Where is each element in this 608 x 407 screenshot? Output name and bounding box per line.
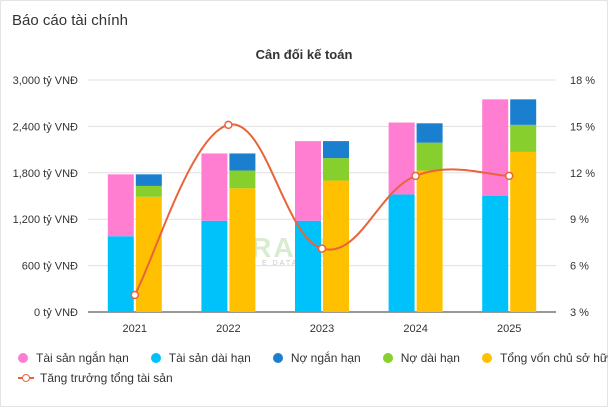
legend: Tài sản ngắn hạn Tài sản dài hạn Nợ ngắn…: [18, 348, 608, 388]
legend-item-tong-von-chu-so-huu[interactable]: Tổng vốn chủ sở hữu: [481, 351, 608, 365]
chart-title: Cân đối kế toán: [255, 47, 353, 62]
growth-point-2022: [224, 120, 233, 130]
legend-label: Tài sản ngắn hạn: [36, 351, 129, 365]
x-tick-label: 2025: [497, 323, 521, 335]
bar-tong-von-chu-so-huu-2022: [229, 188, 256, 312]
x-tick-label: 2021: [123, 323, 147, 335]
bar-tai-san-dai-han-2023: [295, 220, 321, 312]
bar-no-ngan-han-2025: [510, 99, 537, 125]
y-left-tick-label: 3,000 tỷ VNĐ: [13, 75, 78, 87]
y-right-tick-label: 12 %: [570, 168, 595, 180]
legend-dot-no-ngan-han: [272, 353, 283, 363]
legend-row-1: Tài sản ngắn hạn Tài sản dài hạn Nợ ngắn…: [18, 348, 608, 368]
bar-no-ngan-han-2023: [323, 141, 349, 159]
y-right-tick-label: 6 %: [570, 261, 589, 273]
bar-tong-von-chu-so-huu-2024: [416, 170, 443, 312]
y-left-tick-label: 1,200 tỷ VNĐ: [13, 214, 78, 226]
bar-no-ngan-han-2021: [135, 174, 162, 186]
growth-line: [133, 123, 510, 296]
bar-tai-san-ngan-han-2023: [295, 141, 321, 221]
legend-label: Tổng vốn chủ sở hữu: [499, 351, 608, 365]
x-tick-label: 2024: [403, 323, 427, 335]
bar-no-dai-han-2024: [416, 142, 443, 171]
bar-tai-san-ngan-han-2022: [201, 153, 228, 221]
legend-item-tai-san-ngan-han[interactable]: Tài sản ngắn hạn: [18, 351, 129, 365]
legend-item-tai-san-dai-han[interactable]: Tài sản dài hạn: [150, 351, 251, 365]
legend-dot-no-dai-han: [382, 353, 393, 363]
bar-no-ngan-han-2022: [229, 153, 256, 171]
bar-tai-san-dai-han-2022: [201, 220, 228, 312]
y-left-tick-label: 600 tỷ VNĐ: [22, 261, 78, 273]
y-right-tick-label: 15 %: [570, 121, 595, 133]
bar-no-dai-han-2025: [510, 124, 537, 152]
growth-point-2024: [411, 171, 420, 181]
bar-tai-san-ngan-han-2024: [388, 122, 415, 195]
y-left-tick-label: 0 tỷ VNĐ: [34, 307, 78, 319]
bar-tai-san-dai-han-2021: [107, 236, 134, 312]
y-right-tick-label: 18 %: [570, 75, 595, 87]
page-title: Báo cáo tài chính: [12, 12, 128, 29]
y-left-tick-label: 1,800 tỷ VNĐ: [13, 168, 78, 180]
legend-item-no-dai-han[interactable]: Nợ dài hạn: [382, 351, 460, 365]
legend-dot-tai-san-dai-han: [150, 353, 161, 363]
y-right-tick-label: 3 %: [570, 307, 589, 319]
bar-no-ngan-han-2024: [416, 123, 443, 143]
bar-tong-von-chu-so-huu-2021: [135, 196, 162, 312]
growth-point-2025: [504, 171, 514, 181]
growth-point-2023: [317, 244, 327, 253]
legend-line-swatch: [18, 373, 34, 383]
x-tick-label: 2022: [216, 323, 240, 335]
bar-no-dai-han-2021: [135, 185, 162, 197]
legend-row-2: Tăng trưởng tổng tài sản: [18, 368, 598, 388]
legend-dot-tong-von-chu-so-huu: [481, 353, 492, 363]
y-right-tick-label: 9 %: [570, 214, 589, 226]
growth-point-2021: [130, 290, 140, 300]
bar-tai-san-ngan-han-2025: [482, 99, 509, 196]
bar-tai-san-ngan-han-2021: [107, 174, 134, 237]
legend-item-no-ngan-han[interactable]: Nợ ngắn hạn: [272, 351, 361, 365]
legend-label: Tăng trưởng tổng tài sản: [40, 371, 173, 385]
bar-tong-von-chu-so-huu-2023: [323, 180, 349, 312]
legend-label: Tài sản dài hạn: [168, 351, 251, 365]
legend-label: Nợ ngắn hạn: [290, 351, 361, 365]
y-left-tick-label: 2,400 tỷ VNĐ: [13, 121, 78, 133]
bar-tai-san-dai-han-2025: [482, 196, 509, 312]
legend-dot-tai-san-ngan-han: [18, 353, 28, 363]
bar-no-dai-han-2022: [229, 170, 256, 189]
legend-label: Nợ dài hạn: [400, 351, 460, 365]
legend-item-tang-truong-tong-tai-san[interactable]: Tăng trưởng tổng tài sản: [18, 371, 173, 385]
x-tick-label: 2023: [310, 323, 334, 335]
balance-sheet-chart: 0 tỷ VNĐ 600 tỷ VNĐ 1,200 tỷ VNĐ 1,800 tỷ V…: [13, 75, 596, 335]
bar-tai-san-dai-han-2024: [388, 194, 415, 312]
bar-tong-von-chu-so-huu-2025: [510, 151, 537, 312]
bar-no-dai-han-2023: [323, 158, 349, 181]
